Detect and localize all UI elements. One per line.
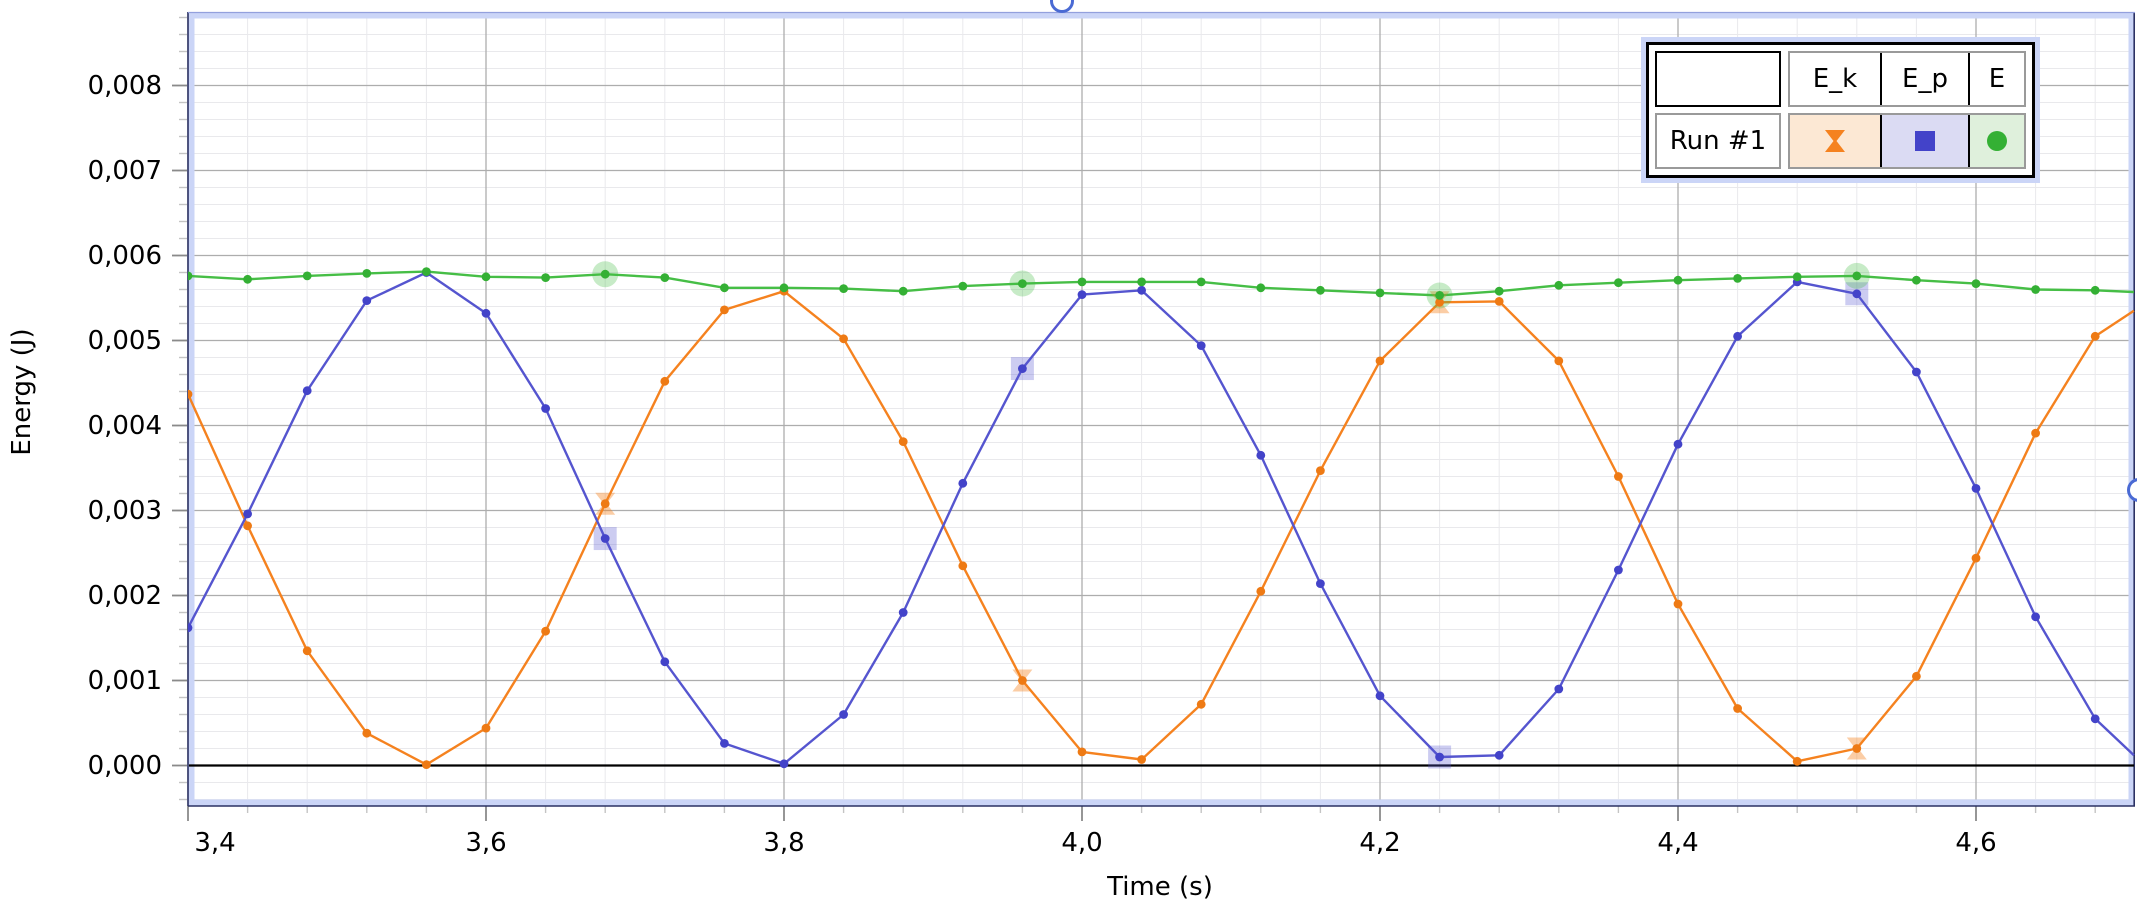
- x-axis-title[interactable]: Time (s): [1107, 872, 1213, 902]
- legend-header-group: E_k E_p E: [1788, 51, 2026, 107]
- y-tick-label: 0,005: [87, 325, 162, 356]
- legend-col-ek[interactable]: E_k: [1790, 53, 1880, 105]
- x-tick-label: 3,4: [194, 828, 236, 858]
- y-tick-label: 0,007: [87, 155, 162, 186]
- x-tick-label: 4,2: [1359, 828, 1401, 858]
- y-axis-title[interactable]: Energy (J): [7, 328, 37, 456]
- legend-symbol-ek[interactable]: [1790, 115, 1880, 167]
- y-tick-label: 0,000: [87, 750, 162, 781]
- x-tick-label: 3,8: [763, 828, 805, 858]
- x-tick-label: 3,6: [465, 828, 507, 858]
- legend-header-row: E_k E_p E: [1655, 51, 2026, 107]
- circle-icon: [1987, 131, 2007, 151]
- legend-symbol-ep[interactable]: [1880, 115, 1968, 167]
- legend-symbol-group: [1788, 113, 2026, 169]
- y-tick-label: 0,002: [87, 580, 162, 611]
- x-tick-label: 4,4: [1657, 828, 1699, 858]
- right-resize-handle: [2127, 478, 2137, 502]
- hourglass-icon: [1825, 130, 1845, 152]
- y-tick-label: 0,008: [87, 70, 162, 101]
- legend-col-ep[interactable]: E_p: [1880, 53, 1968, 105]
- top-resize-handle: [1050, 0, 1074, 13]
- legend[interactable]: E_k E_p E Run #1: [1646, 42, 2035, 178]
- y-tick-label: 0,003: [87, 495, 162, 526]
- legend-run-row: Run #1: [1655, 113, 2026, 169]
- legend-symbol-e[interactable]: [1968, 115, 2024, 167]
- x-tick-label: 4,0: [1061, 828, 1103, 858]
- legend-run-label[interactable]: Run #1: [1655, 113, 1781, 169]
- y-tick-label: 0,006: [87, 240, 162, 271]
- legend-corner-cell[interactable]: [1655, 51, 1781, 107]
- x-tick-label: 4,6: [1955, 828, 1997, 858]
- y-tick-label: 0,001: [87, 665, 162, 696]
- square-icon: [1915, 131, 1935, 151]
- legend-col-e[interactable]: E: [1968, 53, 2024, 105]
- y-tick-label: 0,004: [87, 410, 162, 441]
